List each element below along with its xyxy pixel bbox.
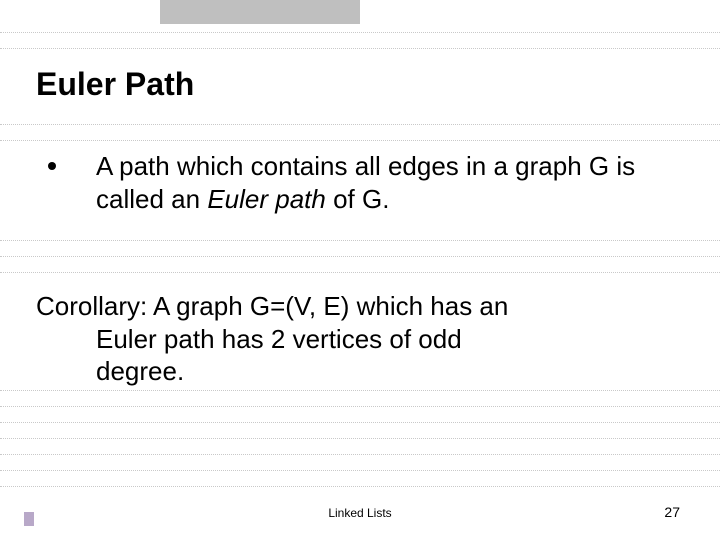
gridline bbox=[0, 240, 720, 242]
page-number: 27 bbox=[664, 504, 680, 520]
bullet-post: of G. bbox=[326, 184, 390, 214]
gridline bbox=[0, 438, 720, 440]
slide-title: Euler Path bbox=[36, 66, 194, 103]
bullet-italic: Euler path bbox=[207, 184, 326, 214]
gridline bbox=[0, 422, 720, 424]
gridline bbox=[0, 140, 720, 142]
gridline bbox=[0, 406, 720, 408]
corollary-text: Corollary: A graph G=(V, E) which has an… bbox=[36, 290, 676, 388]
header-block bbox=[160, 0, 360, 24]
corollary-line2: Euler path has 2 vertices of odd bbox=[96, 323, 676, 356]
gridline bbox=[0, 486, 720, 488]
corollary-line3: degree. bbox=[96, 355, 676, 388]
slide: Euler Path A path which contains all edg… bbox=[0, 0, 720, 540]
bullet-icon bbox=[48, 162, 56, 170]
corollary-lead: Corollary: A graph G=(V, E) which has an bbox=[36, 291, 508, 321]
bullet-text: A path which contains all edges in a gra… bbox=[96, 150, 676, 215]
gridline bbox=[0, 48, 720, 50]
gridline bbox=[0, 124, 720, 126]
gridline bbox=[0, 470, 720, 472]
gridline bbox=[0, 32, 720, 34]
gridline bbox=[0, 272, 720, 274]
footer-label: Linked Lists bbox=[0, 506, 720, 520]
gridline bbox=[0, 256, 720, 258]
gridline bbox=[0, 390, 720, 392]
gridline bbox=[0, 454, 720, 456]
